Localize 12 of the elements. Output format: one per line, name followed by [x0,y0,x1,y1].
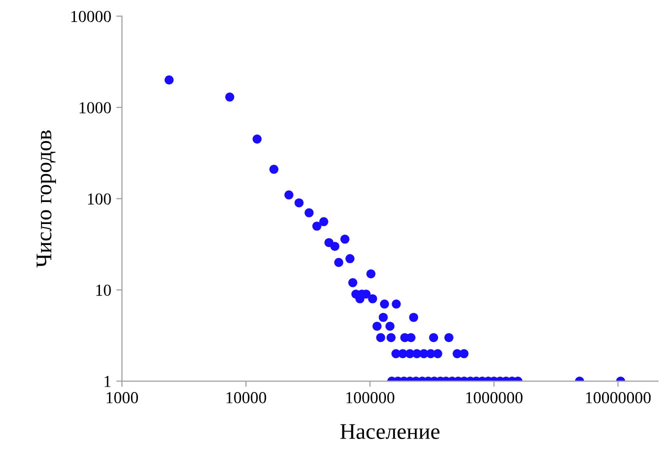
x-axis-title: Население [340,424,440,439]
y-tick-label: 10 [96,284,111,296]
x-tick-label: 100000 [346,392,394,404]
y-tick-label: 100 [88,193,111,205]
x-tick-label: 10000 [226,392,266,404]
x-tick-label: 10000000 [586,392,651,404]
y-tick-label: 1 [104,376,111,387]
x-tick-label: 1000000 [466,392,522,404]
x-tick-label: 1000 [106,392,138,404]
y-tick-label: 1000 [80,102,111,114]
y-axis-title: Число городов [36,130,56,268]
y-tick-label: 10000 [71,10,111,22]
